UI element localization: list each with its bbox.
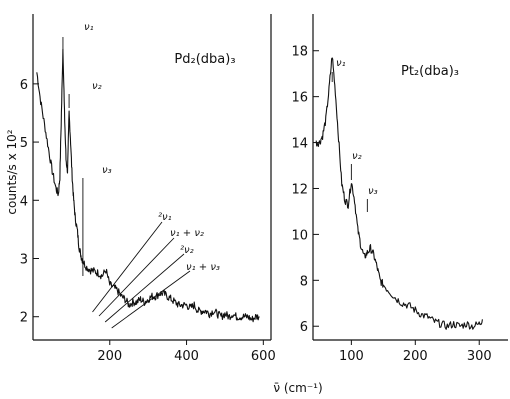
y-tick-label: 2 <box>20 311 28 326</box>
y-tick-label: 5 <box>20 136 28 151</box>
panel-1: 2 3 4 5 6 200 400 600 Pd₂(dba)₃ ν₁ ν₂ ν₃ ²ν₁ ν₁ + ν₂ ²… <box>20 14 276 364</box>
spectrum-trace <box>36 48 260 323</box>
spectrum-trace <box>315 57 483 330</box>
peak-label: ν₃ <box>102 165 112 176</box>
peak-label: ν₂ <box>92 81 102 92</box>
y-tick-label: 3 <box>20 253 28 268</box>
y-tick-label: 8 <box>300 274 308 289</box>
panel-title: Pd₂(dba)₃ <box>174 52 235 67</box>
y-tick-label: 14 <box>291 137 308 152</box>
x-tick-label: 100 <box>339 349 364 364</box>
peak-marker <box>92 221 163 313</box>
y-tick-label: 4 <box>20 194 28 209</box>
peak-marker <box>104 253 185 323</box>
peak-label: ν₃ <box>368 186 378 197</box>
peak-label: ν₁ + ν₃ <box>186 262 220 273</box>
y-tick-label: 18 <box>291 45 308 60</box>
x-tick-label: 600 <box>251 349 276 364</box>
y-tick-label: 16 <box>291 91 308 106</box>
y-tick-label: 12 <box>291 182 308 197</box>
peak-label: ν₁ <box>336 58 346 69</box>
peak-marker <box>98 237 175 317</box>
y-axis-title: counts/s x 10² <box>5 129 19 214</box>
x-tick-label: 400 <box>174 349 199 364</box>
peak-label: ν₂ <box>352 151 362 162</box>
peak-label: ²ν₂ <box>180 245 194 256</box>
x-tick-label: 200 <box>403 349 428 364</box>
y-tick-label: 6 <box>20 78 28 93</box>
y-tick-label: 6 <box>300 320 308 335</box>
y-tick-label: 10 <box>291 228 308 243</box>
x-axis-title: ν̄ (cm⁻¹) <box>273 381 322 395</box>
peak-marker <box>111 270 191 329</box>
x-tick-label: 200 <box>97 349 122 364</box>
peak-label: ν₁ <box>84 22 94 33</box>
peak-label: ν₁ + ν₂ <box>170 228 204 239</box>
x-tick-label: 300 <box>467 349 492 364</box>
panel-2: 6 8 10 12 14 16 18 100 200 300 Pt₂(dba)₃ ν₁ ν₂ ν₃ <box>291 14 508 364</box>
panel-title: Pt₂(dba)₃ <box>401 64 459 79</box>
peak-label: ²ν₁ <box>158 212 172 223</box>
